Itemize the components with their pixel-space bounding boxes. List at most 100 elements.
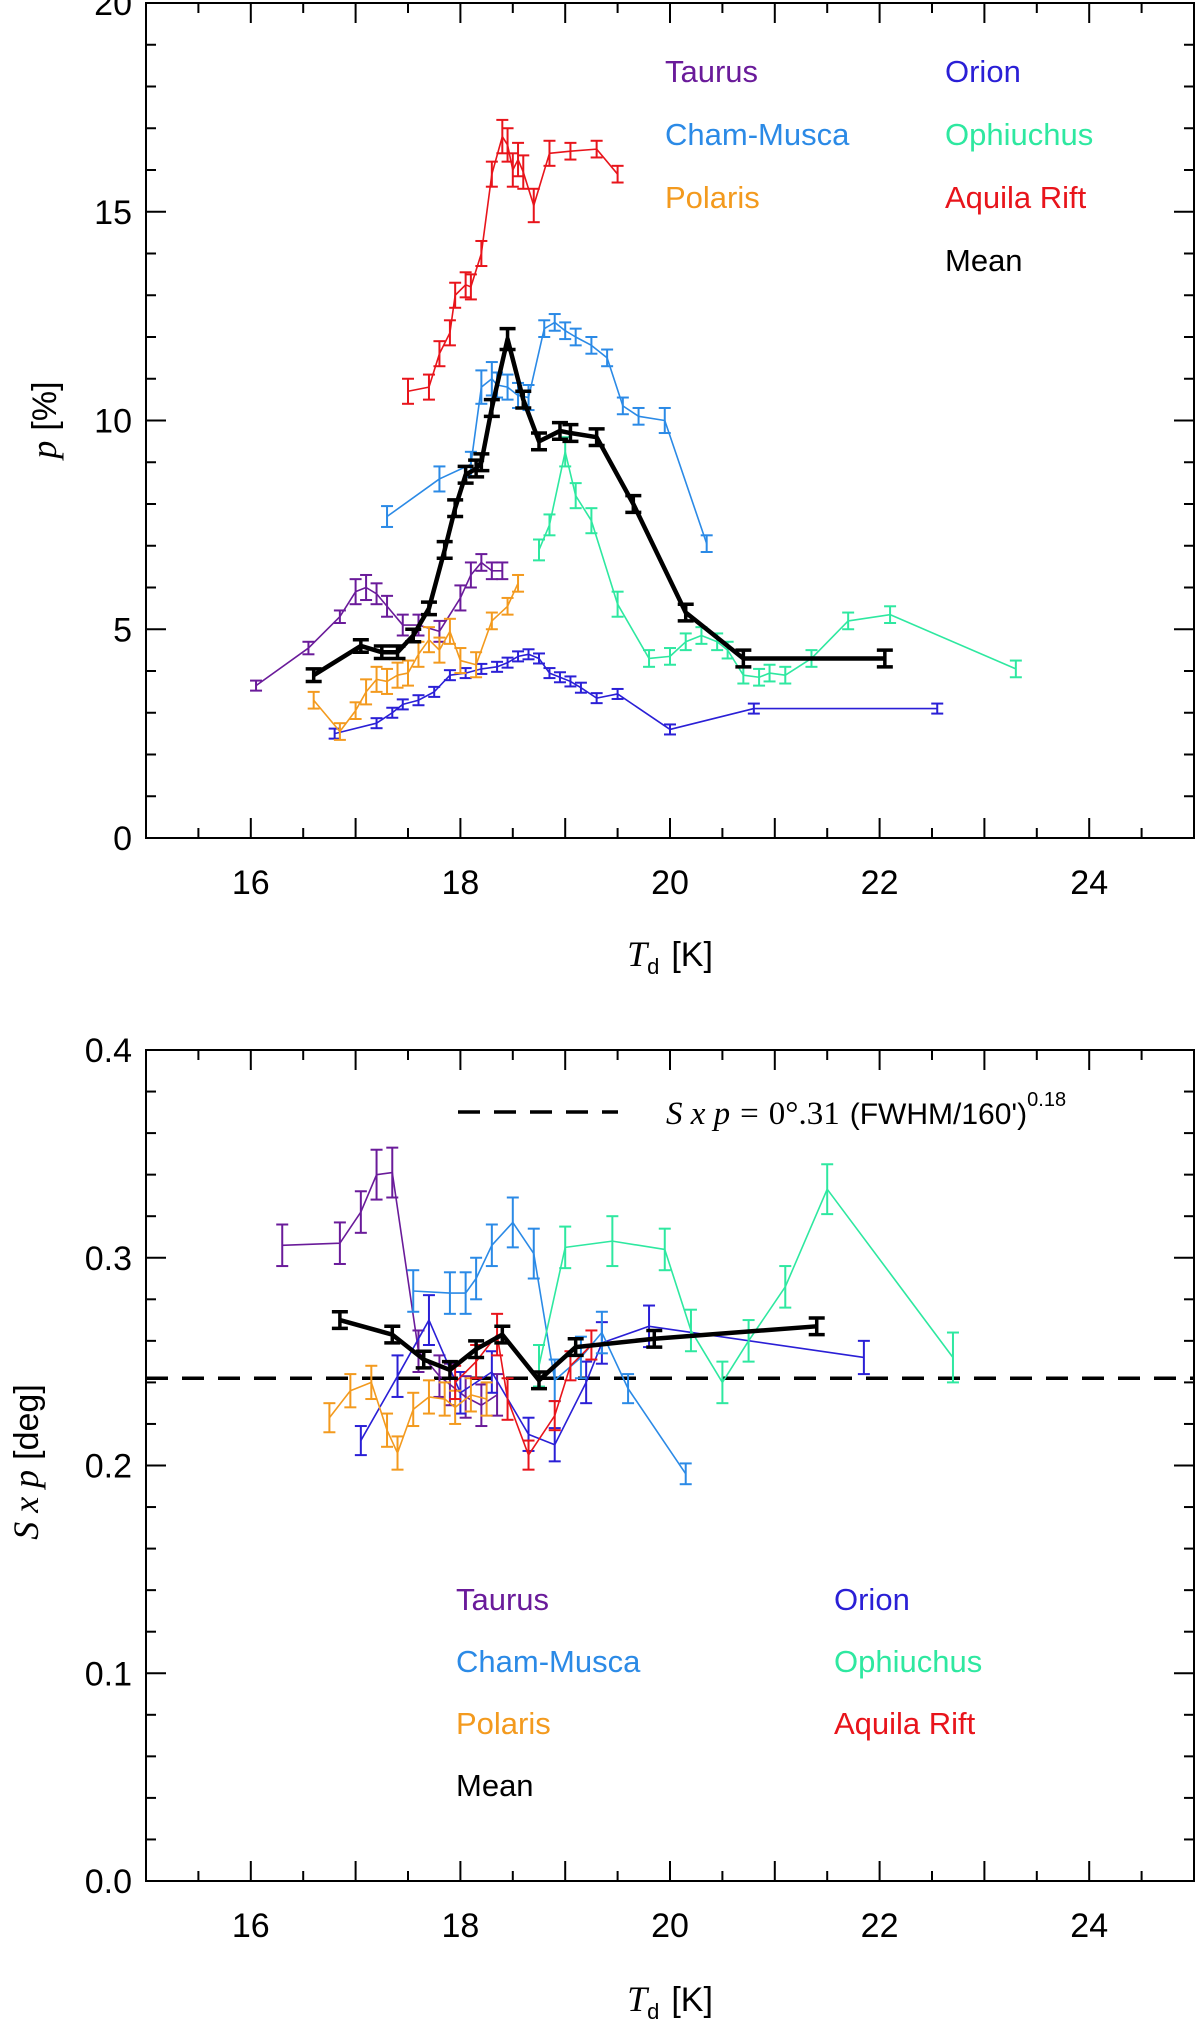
plot-frame [145,1049,1195,1882]
x-tick-label: 16 [232,864,270,902]
dispersion-product-panel: 16 18 20 22 24 0.0 0.1 0.2 0.3 0.4 Taurus Orion Ch… [6,1032,1195,2019]
data-point [679,1462,692,1486]
x-tick-label: 24 [1070,1907,1108,1945]
legend-entry: Aquila Rift [834,1706,976,1741]
data-point [333,609,346,624]
data-point [370,665,383,693]
series-ophiuchus [533,436,1022,687]
data-point [808,1316,825,1337]
data-point [842,611,855,631]
data-point [569,327,582,347]
data-point [475,369,488,405]
data-point [384,1324,401,1345]
data-point [501,127,514,163]
data-point [470,1256,483,1301]
data-point [349,578,362,606]
data-point [483,397,500,419]
legend-entry: Taurus [456,1582,549,1617]
data-point [501,656,514,669]
data-point [422,1294,435,1347]
y-tick-label: 0.0 [85,1863,132,1901]
polarization-fraction-panel: 16 18 20 22 24 0 5 10 15 20 Taurus Orion Cham-Musc… [24,0,1195,979]
data-point [407,1269,420,1313]
data-point [611,590,624,618]
data-point [763,663,776,683]
data-point [475,1383,488,1428]
series-line [339,1317,817,1383]
x-tick-label: 22 [861,1907,899,1945]
data-point [522,648,535,661]
data-point [381,667,394,695]
series-polaris [323,1364,493,1471]
x-tick-label: 16 [232,1907,270,1945]
legend-entry: Polaris [665,180,760,215]
data-point [396,613,409,637]
legend-entry: Cham-Musca [456,1644,641,1679]
data-point [742,1319,755,1363]
y-tick-labels: 0 5 10 15 20 [94,0,132,858]
data-point [443,319,456,347]
data-point [716,1360,729,1405]
series-orion [328,648,944,740]
data-point [564,141,577,161]
legend-entry: Mean [945,243,1023,278]
data-point [485,611,498,631]
data-point [501,1377,514,1421]
data-point [360,573,373,602]
data-point [333,1221,346,1265]
data-point [611,164,624,184]
data-point [548,1400,561,1432]
data-point [391,1435,404,1471]
legend-entry: Orion [945,54,1021,89]
data-point [616,396,629,416]
y-tick-label: 10 [94,403,132,441]
data-point [420,600,437,617]
data-point [441,1359,458,1380]
series-taurus [250,553,509,692]
data-point [457,464,474,485]
legend-entry: Aquila Rift [945,180,1087,215]
data-point [459,1271,472,1315]
series-mean [331,1310,825,1391]
legend-entry: Cham-Musca [665,117,850,152]
data-point [370,1148,383,1201]
data-point [569,482,582,510]
legend-entry: Polaris [456,1706,551,1741]
data-point [328,727,341,740]
data-series [276,1146,959,1486]
series-line [413,1221,687,1475]
data-point [931,702,944,715]
series-aquila-rift [402,118,624,405]
data-point [658,1227,671,1272]
data-point [512,141,525,178]
data-point [349,701,362,721]
data-point [595,1310,608,1355]
legend-entry: Mean [456,1768,534,1803]
data-point [606,1215,619,1268]
data-point [501,596,514,616]
data-point [428,685,441,698]
data-point [333,722,346,741]
series-orion [354,1294,870,1463]
data-point [373,644,390,661]
data-point [506,152,519,188]
data-point [548,313,561,332]
series-line [538,1188,954,1384]
data-point [276,1223,289,1268]
data-point [475,662,488,675]
series-line [334,653,938,735]
data-point [543,667,556,680]
data-point [352,637,369,654]
legend-entry: Taurus [665,54,758,89]
data-point [779,1265,792,1309]
y-tick-label: 20 [94,0,132,23]
series-mean [305,326,893,684]
legend-entry: Ophiuchus [945,117,1093,152]
data-point [533,652,545,665]
data-point [407,1391,420,1428]
data-point [307,690,320,710]
data-point [564,675,577,688]
data-point [415,1349,432,1370]
axis-ticks [145,1049,1195,1882]
data-point [517,154,530,190]
